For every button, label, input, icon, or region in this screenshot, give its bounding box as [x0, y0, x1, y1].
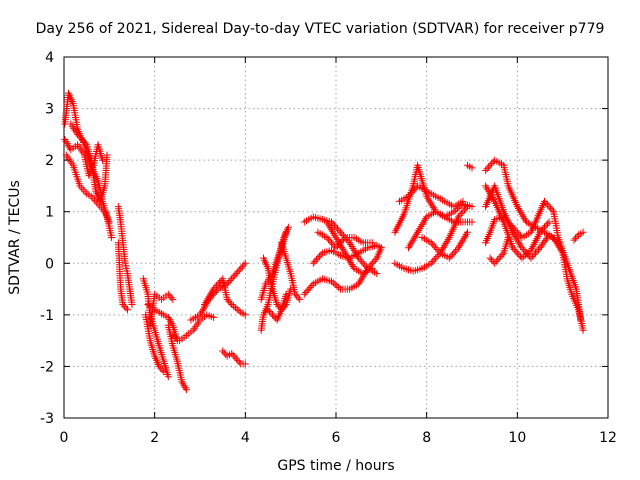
series-arc-cc	[405, 200, 476, 252]
series-markers	[61, 136, 106, 180]
y-tick-label: -3	[40, 411, 54, 427]
series-arc-jj	[486, 234, 512, 267]
series-markers	[146, 290, 177, 329]
series-markers	[570, 228, 587, 244]
x-tick-label: 4	[241, 430, 250, 446]
y-tick-label: 0	[45, 256, 54, 272]
series-markers	[164, 321, 190, 394]
series-arc-l	[169, 311, 218, 345]
series-arc-aa	[391, 203, 471, 275]
y-axis: -3 -2 -1 0 1 2 3 4	[40, 50, 608, 427]
series-markers	[219, 347, 249, 368]
x-tick-label: 12	[599, 430, 617, 446]
series-arc-bb	[396, 182, 467, 211]
series-markers	[187, 259, 249, 324]
y-tick-label: -1	[40, 308, 54, 324]
y-tick-label: -2	[40, 359, 54, 375]
series-arc-n	[201, 275, 249, 319]
series-markers	[169, 311, 218, 345]
series-arc-d	[61, 136, 106, 180]
series-arc-c	[67, 120, 111, 205]
chart-title: Day 256 of 2021, Sidereal Day-to-day VTE…	[36, 21, 605, 37]
y-tick-label: 4	[45, 50, 54, 66]
series-markers	[418, 228, 471, 262]
series-arc-e	[114, 203, 136, 308]
x-tick-label: 8	[422, 430, 431, 446]
series-markers	[405, 200, 476, 252]
x-axis-label: GPS time / hours	[277, 458, 394, 474]
series-markers	[114, 239, 131, 314]
series-markers	[67, 120, 111, 205]
series-arc-t	[278, 239, 304, 303]
x-tick-label: 2	[150, 430, 159, 446]
series-markers	[486, 234, 512, 267]
series-markers	[482, 197, 585, 324]
series-markers	[114, 203, 136, 308]
data-points	[61, 89, 587, 394]
x-tick-label: 0	[60, 430, 69, 446]
series-arc-kk	[570, 228, 587, 244]
x-axis: 0 2 4 6 8 10 12	[60, 57, 617, 446]
series-markers	[142, 311, 168, 376]
series-markers	[139, 275, 172, 381]
series-arc-y	[323, 218, 376, 278]
series-markers	[323, 218, 376, 278]
series-arc-g	[139, 275, 172, 381]
series-arc-s	[264, 285, 295, 324]
series-markers	[201, 275, 249, 319]
series-arc-o	[219, 347, 249, 368]
series-arc-j	[146, 290, 177, 329]
series-arc-f	[114, 239, 131, 314]
series-markers	[264, 285, 295, 324]
series-arc-h	[142, 311, 168, 376]
y-axis-label: SDTVAR / TECUs	[7, 180, 23, 295]
series-arc-m	[187, 259, 249, 324]
series-arc-gg	[482, 197, 585, 324]
series-markers	[278, 239, 304, 303]
series-markers	[396, 182, 467, 211]
series-markers	[391, 203, 471, 275]
series-arc-b	[62, 151, 113, 226]
x-tick-label: 6	[332, 430, 341, 446]
series-arc-k	[164, 321, 190, 394]
y-tick-label: 2	[45, 153, 54, 169]
y-tick-label: 3	[45, 102, 54, 118]
x-tick-label: 10	[508, 430, 526, 446]
series-arc-ee	[464, 161, 476, 172]
y-tick-label: 1	[45, 205, 54, 221]
series-markers	[62, 151, 113, 226]
series-markers	[464, 161, 476, 172]
series-arc-dd	[418, 228, 471, 262]
